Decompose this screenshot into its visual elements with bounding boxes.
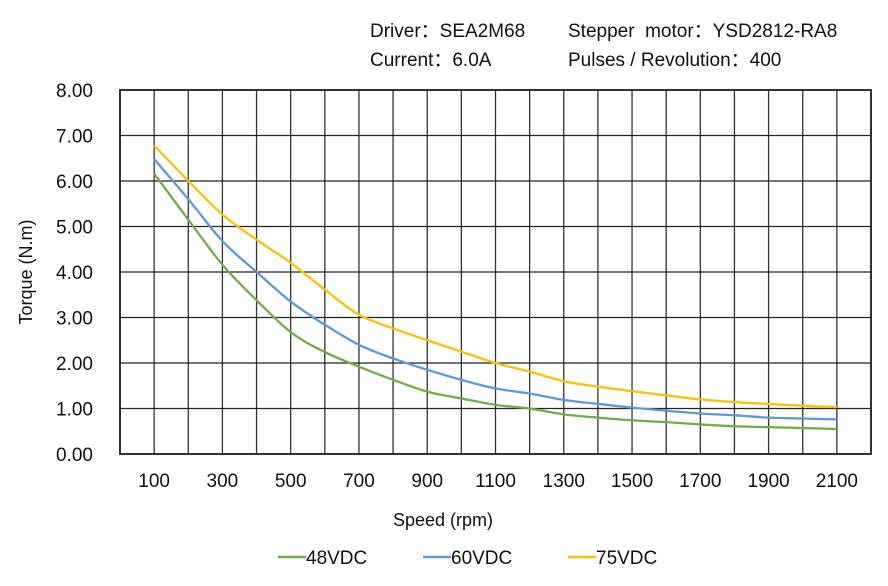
series-line-75vdc [153,144,837,409]
y-tick-label: 0.00 [56,445,93,466]
driver-label: Driver：SEA2M68 [370,21,526,42]
x-tick-label: 300 [207,471,239,492]
x-tick-label: 1700 [679,471,721,492]
legend-label: 75VDC [596,548,657,569]
x-tick-label: 1300 [543,471,585,492]
current-label: Current：6.0A [370,50,492,71]
x-axis-label: Speed (rpm) [393,510,493,530]
x-tick-label: 1100 [475,471,516,492]
y-tick-label: 8.00 [56,81,93,102]
series-line-60vdc [153,158,837,421]
x-tick-label: 500 [275,471,307,492]
x-tick-label: 1900 [747,471,789,492]
y-tick-label: 5.00 [56,218,93,239]
y-tick-label: 6.00 [56,172,93,193]
x-tick-label: 1500 [611,471,653,492]
x-tick-label: 900 [411,471,443,492]
y-tick-label: 2.00 [56,354,93,375]
y-tick-label: 3.00 [56,309,93,330]
legend-label: 60VDC [451,548,512,569]
plot-border [119,89,872,455]
x-tick-label: 100 [138,471,170,492]
series-line-48vdc [153,173,837,431]
y-tick-label: 1.00 [56,400,93,421]
y-tick-label: 7.00 [56,127,93,148]
legend-label: 48VDC [306,548,367,569]
x-tick-label: 700 [343,471,375,492]
x-tick-label: 2100 [816,471,858,492]
pulses-label: Pulses / Revolution：400 [568,50,782,71]
y-tick-label: 4.00 [56,263,93,284]
motor-label: Stepper motor：YSD2812-RA8 [568,21,838,42]
y-axis-label: Torque (N.m) [16,219,36,324]
